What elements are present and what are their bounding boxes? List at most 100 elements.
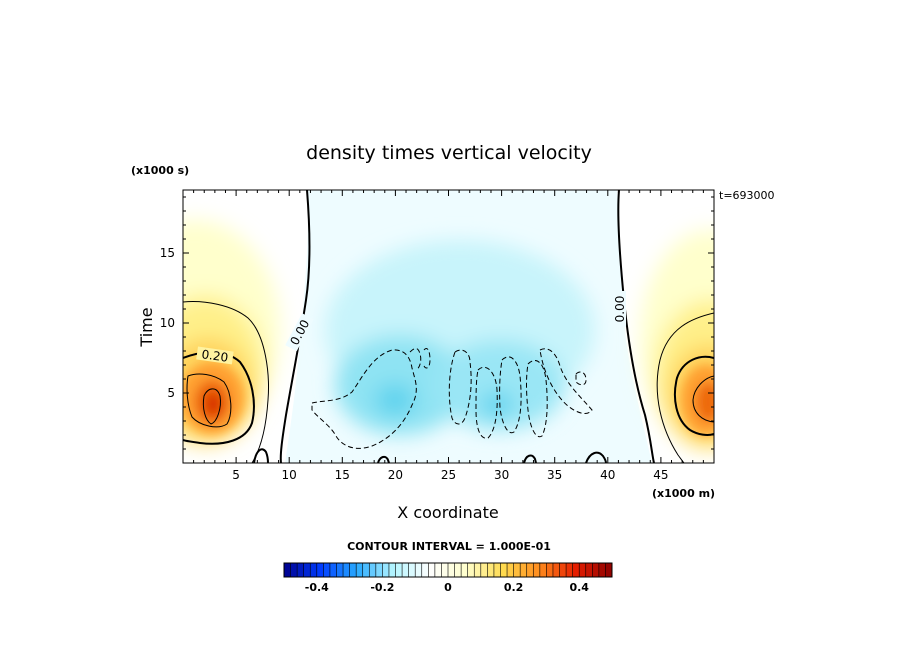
neg-contour-center-h: [539, 348, 593, 414]
colorbar-cell: [546, 563, 554, 577]
contour-010-left: [183, 301, 269, 463]
colorbar-cell: [513, 563, 521, 577]
colorbar-tick-label: -0.2: [370, 581, 394, 594]
chart-title: density times vertical velocity: [306, 142, 592, 164]
neg-contour-center-c: [423, 347, 431, 369]
colorbar-cell: [310, 563, 318, 577]
contour-040-left: [202, 388, 221, 425]
colorbar-cell: [290, 563, 298, 577]
contour-030-right: [692, 375, 714, 423]
x-tick-label: 5: [232, 468, 240, 482]
zero-patch-2: [377, 455, 390, 463]
colorbar-cell: [316, 563, 324, 577]
colorbar-tick-label: -0.4: [305, 581, 329, 594]
zero-patch-3: [523, 454, 537, 463]
colorbar-cell: [448, 563, 455, 577]
colorbar-cell: [284, 563, 291, 577]
colorbar-cell: [474, 563, 482, 577]
y-unit-label: (x1000 s): [131, 164, 189, 177]
y-axis-label: Time: [137, 307, 156, 347]
neg-contour-center-i: [575, 371, 587, 386]
colorbar-cell: [552, 563, 560, 577]
contour-010-right: [656, 312, 714, 463]
colorbar-cell: [526, 563, 534, 577]
colorbar-cell: [395, 563, 403, 577]
contour-030-left: [186, 373, 232, 428]
contour-label-020: 0.20: [201, 347, 229, 365]
colorbar-cell: [303, 563, 311, 577]
colorbar-cell: [592, 563, 600, 577]
colorbar-cell: [507, 563, 514, 577]
zero-contour-right: [617, 190, 655, 463]
colorbar-cell: [421, 563, 429, 577]
colorbar-cell: [343, 563, 350, 577]
x-tick-label: 15: [335, 468, 350, 482]
neg-contour-center-d: [448, 349, 472, 425]
colorbar-cell: [388, 563, 396, 577]
colorbar-cell: [349, 563, 357, 577]
axis-ticks: 5 10 15 20 25 30 35 40 45 5 10 15: [160, 190, 714, 482]
colorbar-cell: [500, 563, 508, 577]
colorbar-cell: [533, 563, 541, 577]
x-tick-label: 40: [600, 468, 615, 482]
colorbar-cell: [297, 563, 304, 577]
colorbar-cell: [356, 563, 364, 577]
colorbar-cell: [362, 563, 370, 577]
y-tick-label: 10: [160, 316, 175, 330]
colorbar-cell: [434, 563, 442, 577]
colorbar-cell: [336, 563, 344, 577]
colorbar-cell: [487, 563, 495, 577]
colorbar-cell: [598, 563, 606, 577]
x-tick-label: 25: [441, 468, 456, 482]
colorbar-cell: [605, 563, 613, 577]
colorbar-cell: [323, 563, 331, 577]
colorbar-cell: [329, 563, 337, 577]
colorbar-frame: [283, 562, 613, 578]
colorbar-cell: [579, 563, 587, 577]
neg-contour-center-f: [499, 356, 522, 434]
contour-interval-text: CONTOUR INTERVAL = 1.000E-01: [347, 540, 551, 553]
colorbar-cell: [467, 563, 475, 577]
colorbar-cell: [493, 563, 501, 577]
zero-patch-4: [585, 451, 607, 463]
time-stamp: t=693000: [719, 189, 775, 202]
colorbar-tick-label: 0: [444, 581, 452, 594]
colorbar-cell: [441, 563, 449, 577]
colorbar-cell: [369, 563, 377, 577]
colorbar-cell: [428, 563, 436, 577]
colorbar-cell: [461, 563, 468, 577]
contour-020-right: [673, 355, 714, 436]
colorbar-cell: [382, 563, 390, 577]
x-tick-label: 45: [653, 468, 668, 482]
x-tick-label: 20: [388, 468, 403, 482]
colorbar-cell: [585, 563, 593, 577]
colorbar-tick-label: 0.2: [504, 581, 524, 594]
colorbar-cell: [408, 563, 416, 577]
neg-contour-center-a: [311, 349, 417, 449]
neg-contour-center-b: [409, 348, 422, 371]
colorbar-cell: [454, 563, 462, 577]
colorbar-tick-label: 0.4: [569, 581, 589, 594]
colorbar-cell: [539, 563, 547, 577]
colorbar-cell: [566, 563, 573, 577]
y-tick-label: 5: [167, 386, 175, 400]
x-tick-label: 35: [547, 468, 562, 482]
colorbar-ticks: -0.4 -0.2 0 0.2 0.4: [305, 581, 590, 594]
contour-label-000-right: 0.00: [613, 296, 627, 323]
neg-contour-center-e: [475, 366, 498, 439]
colorbar: [283, 562, 613, 578]
colorbar-cell: [402, 563, 409, 577]
x-tick-label: 30: [494, 468, 509, 482]
field-layer: 0.20 0.00 0.00: [183, 190, 714, 463]
colorbar-cell: [559, 563, 567, 577]
colorbar-cell: [520, 563, 528, 577]
colorbar-cell: [375, 563, 383, 577]
x-axis-label: X coordinate: [397, 503, 498, 522]
colorbar-cell: [480, 563, 488, 577]
colorbar-cell: [415, 563, 423, 577]
colorbar-cell: [572, 563, 580, 577]
x-unit-label: (x1000 m): [652, 487, 715, 500]
x-tick-label: 10: [282, 468, 297, 482]
y-tick-label: 15: [160, 246, 175, 260]
